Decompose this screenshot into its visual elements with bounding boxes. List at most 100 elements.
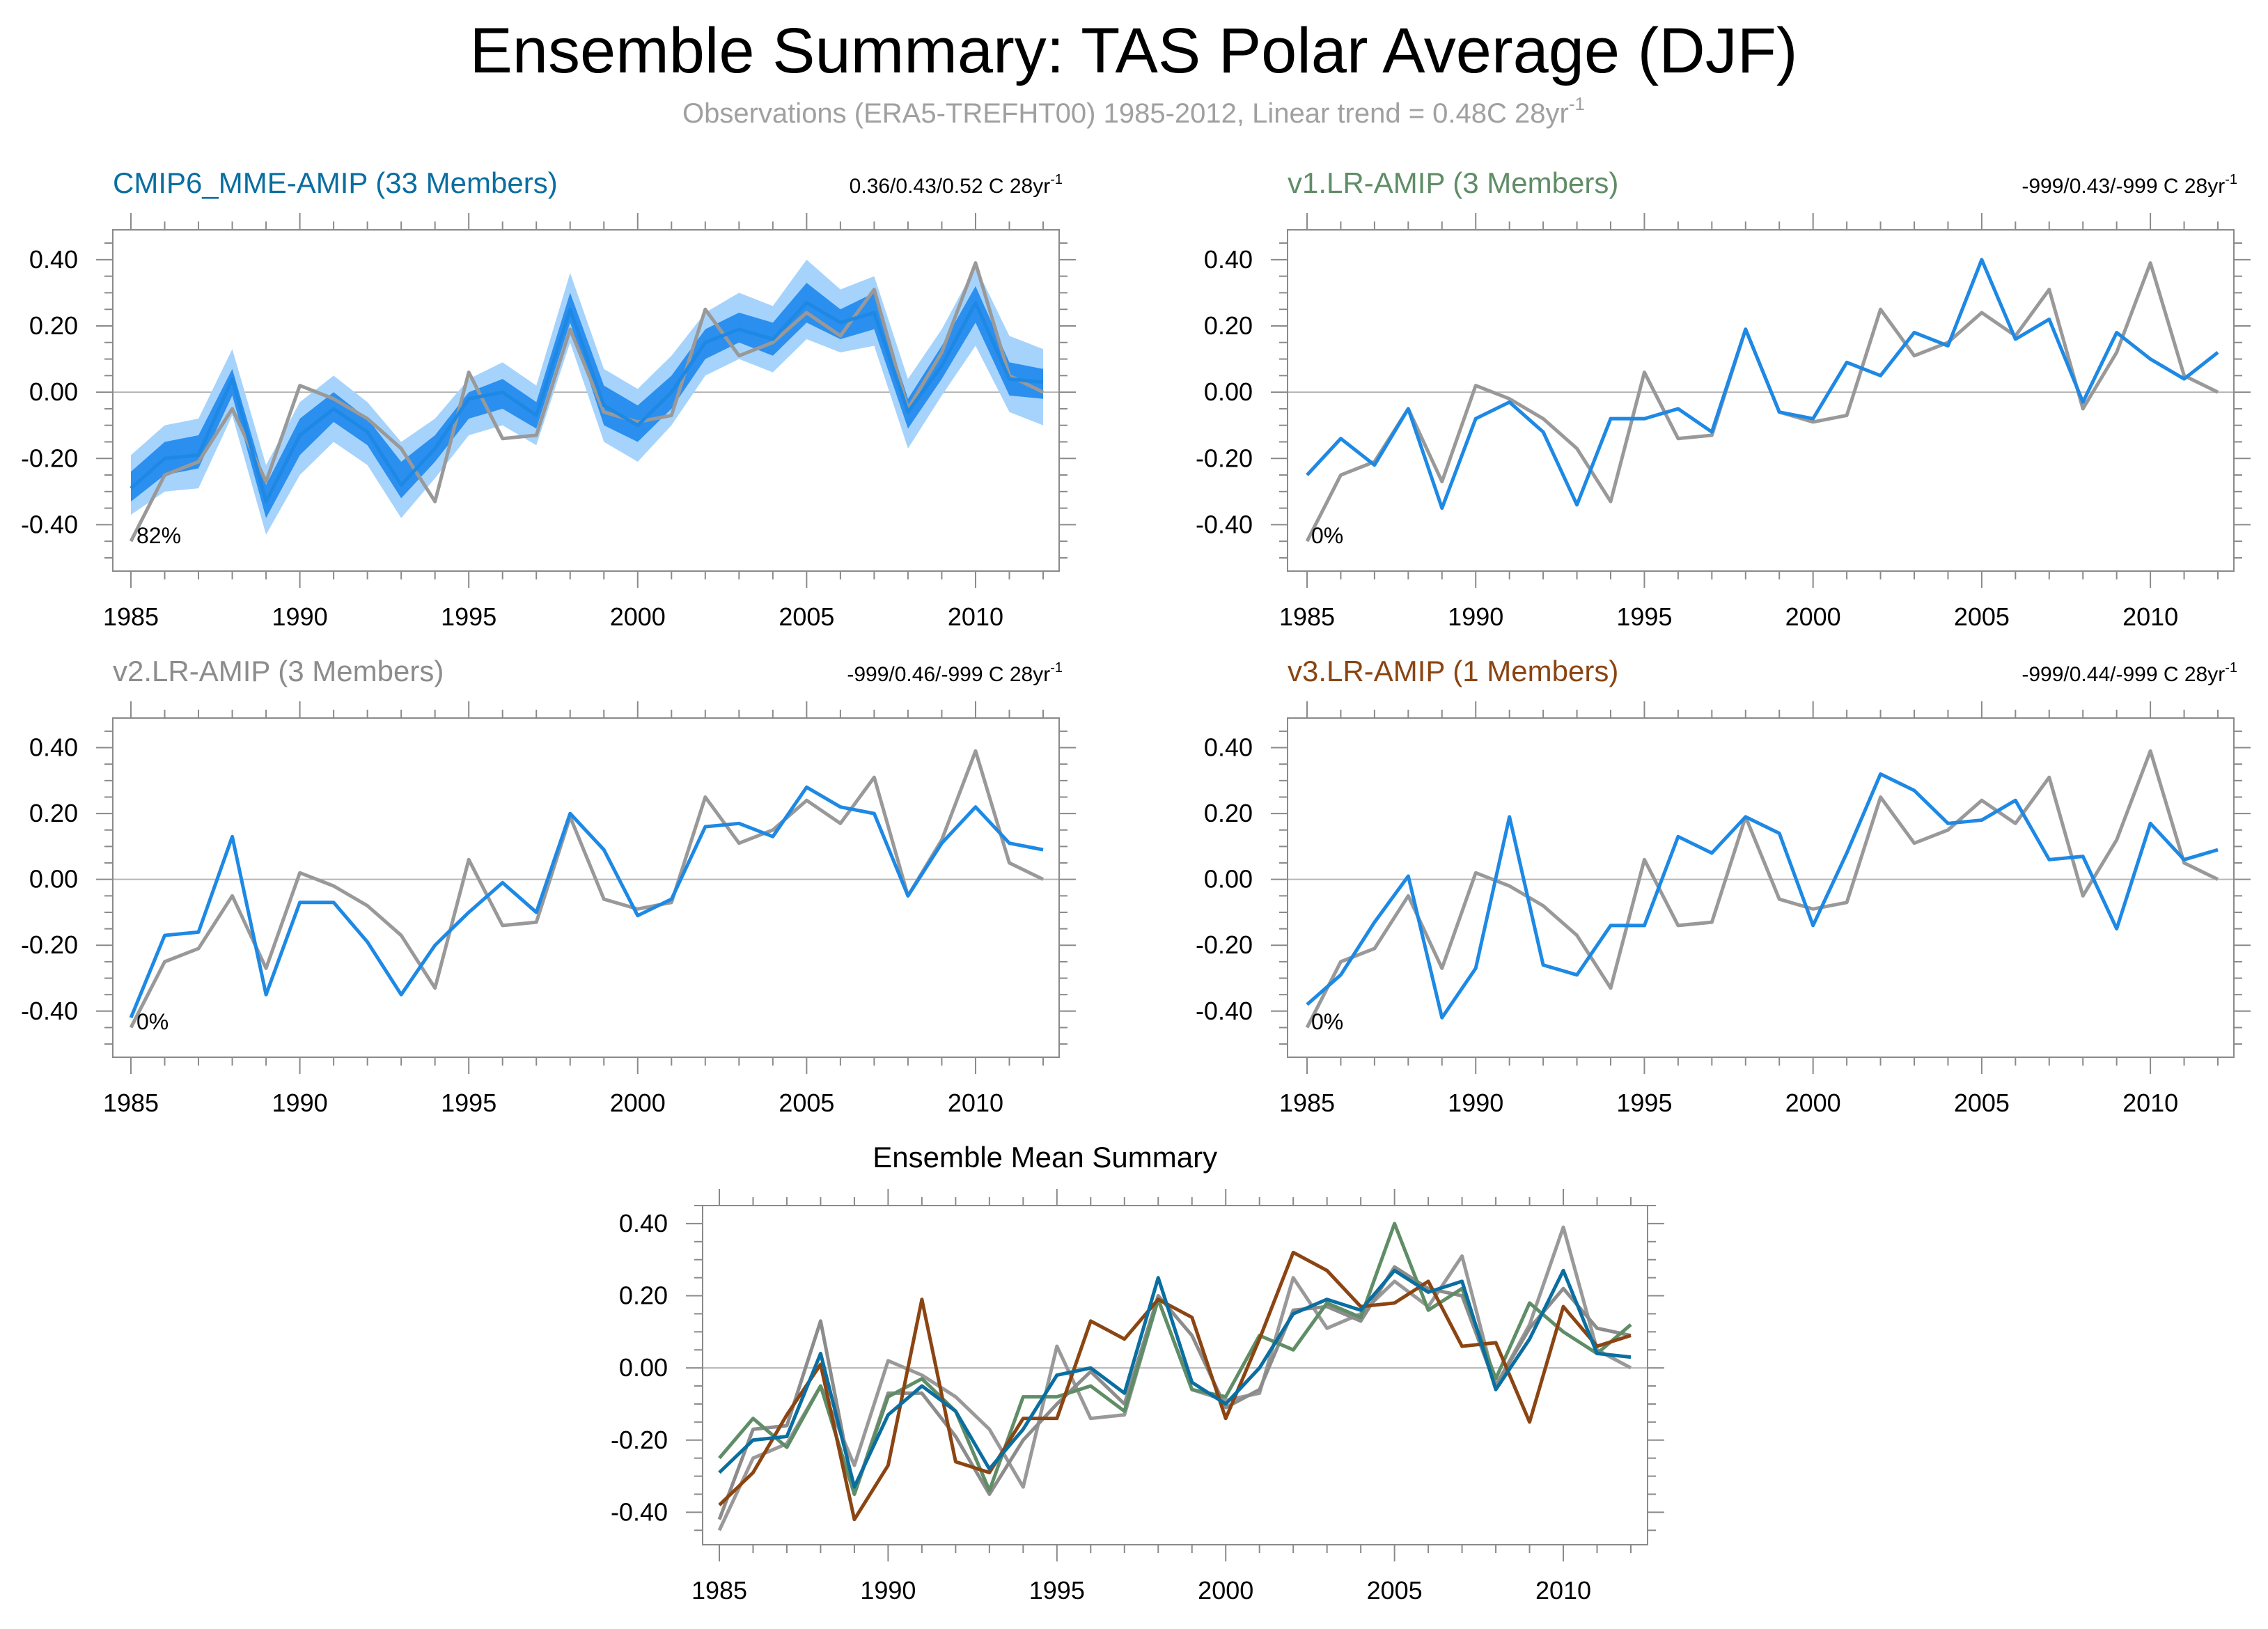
y-tick-label: 0.20 bbox=[29, 311, 78, 340]
x-tick-label: 2005 bbox=[1367, 1576, 1423, 1605]
trend-label: -999/0.43/-999 C 28yr-1 bbox=[2021, 172, 2237, 198]
x-tick-label: 1985 bbox=[103, 602, 159, 631]
y-tick-label: 0.40 bbox=[1204, 733, 1253, 762]
x-tick-label: 2005 bbox=[779, 1089, 834, 1117]
trend-text: -999/0.43/-999 C 28yr bbox=[2021, 175, 2225, 198]
x-tick-label: 1995 bbox=[1616, 1089, 1672, 1117]
percent-label: 0% bbox=[1311, 523, 1343, 548]
y-tick-label: 0.40 bbox=[29, 733, 78, 762]
y-tick-label: -0.40 bbox=[21, 997, 78, 1025]
trend-text: -999/0.44/-999 C 28yr bbox=[2021, 663, 2225, 686]
x-tick-label: 2000 bbox=[610, 1089, 666, 1117]
plot-frame bbox=[112, 717, 1060, 1058]
x-tick-label: 1985 bbox=[691, 1576, 747, 1605]
series-line bbox=[1306, 772, 2219, 1020]
y-tick-label: -0.20 bbox=[1196, 444, 1253, 472]
chart-panel: CMIP6_MME-AMIP (33 Members) 0.36/0.43/0.5… bbox=[21, 166, 1076, 631]
x-tick-label: 1990 bbox=[272, 1089, 328, 1117]
x-tick-label: 1990 bbox=[1448, 1089, 1503, 1117]
chart-panel: Ensemble Mean Summary 1985 1990 1995 2000 200… bbox=[611, 1141, 1664, 1605]
y-tick-label: -0.40 bbox=[1196, 997, 1253, 1025]
x-tick-label: 1985 bbox=[103, 1089, 159, 1117]
plot-frame bbox=[112, 229, 1060, 572]
y-tick-label: 0.40 bbox=[1204, 245, 1253, 274]
plot-frame bbox=[702, 1205, 1648, 1545]
trend-text: 0.36/0.43/0.52 C 28yr bbox=[850, 175, 1051, 198]
trend-label: 0.36/0.43/0.52 C 28yr-1 bbox=[850, 172, 1063, 198]
series-line bbox=[129, 261, 1045, 543]
x-tick-label: 2010 bbox=[948, 602, 1003, 631]
chart-panels: CMIP6_MME-AMIP (33 Members) 0.36/0.43/0.5… bbox=[21, 166, 2251, 1605]
panel-title: v1.LR-AMIP (3 Members) bbox=[1288, 166, 1618, 199]
plot-frame bbox=[1287, 717, 2235, 1058]
trend-superscript: -1 bbox=[1050, 172, 1063, 187]
chart-panel: v3.LR-AMIP (1 Members) -999/0.44/-999 C 2… bbox=[1196, 655, 2251, 1117]
spread-band-outer bbox=[131, 259, 1043, 535]
x-tick-label: 1990 bbox=[1448, 602, 1503, 631]
trend-superscript: -1 bbox=[2225, 660, 2237, 676]
trend-label: -999/0.46/-999 C 28yr-1 bbox=[847, 660, 1063, 686]
y-tick-label: 0.00 bbox=[1204, 377, 1253, 406]
panel-title: Ensemble Mean Summary bbox=[873, 1141, 1217, 1174]
chart-panel: v2.LR-AMIP (3 Members) -999/0.46/-999 C 2… bbox=[21, 655, 1076, 1117]
trend-superscript: -1 bbox=[1050, 660, 1063, 676]
y-tick-label: -0.20 bbox=[611, 1426, 668, 1454]
y-tick-label: -0.40 bbox=[611, 1497, 668, 1526]
x-tick-label: 2000 bbox=[1785, 1089, 1841, 1117]
x-tick-label: 2000 bbox=[1785, 602, 1841, 631]
chart-panel: v1.LR-AMIP (3 Members) -999/0.43/-999 C 2… bbox=[1196, 166, 2251, 631]
y-tick-label: -0.20 bbox=[21, 930, 78, 959]
x-tick-label: 1990 bbox=[272, 602, 328, 631]
subtitle-text: Observations (ERA5-TREFHT00) 1985-2012, … bbox=[682, 98, 1569, 129]
series-line bbox=[129, 749, 1045, 1029]
y-tick-label: 0.20 bbox=[619, 1281, 668, 1310]
percent-label: 0% bbox=[1311, 1009, 1343, 1034]
x-tick-label: 1990 bbox=[860, 1576, 916, 1605]
panel-title: v3.LR-AMIP (1 Members) bbox=[1288, 655, 1618, 687]
series-line bbox=[718, 1222, 1632, 1496]
y-tick-label: -0.20 bbox=[21, 444, 78, 472]
y-tick-label: 0.00 bbox=[1204, 865, 1253, 894]
y-tick-label: 0.40 bbox=[29, 245, 78, 274]
x-tick-label: 2010 bbox=[1535, 1576, 1591, 1605]
x-tick-label: 1995 bbox=[441, 1089, 496, 1117]
percent-label: 0% bbox=[136, 1009, 169, 1034]
y-tick-label: 0.00 bbox=[29, 377, 78, 406]
x-tick-label: 2005 bbox=[1954, 1089, 2010, 1117]
figure-title: Ensemble Summary: TAS Polar Average (DJF… bbox=[469, 15, 1797, 86]
x-tick-label: 1995 bbox=[1029, 1576, 1085, 1605]
trend-label: -999/0.44/-999 C 28yr-1 bbox=[2021, 660, 2237, 686]
y-tick-label: 0.40 bbox=[619, 1209, 668, 1238]
y-tick-label: -0.20 bbox=[1196, 930, 1253, 959]
x-tick-label: 1995 bbox=[441, 602, 496, 631]
x-tick-label: 2010 bbox=[948, 1089, 1003, 1117]
series-line bbox=[718, 1250, 1632, 1522]
figure-subtitle: Observations (ERA5-TREFHT00) 1985-2012, … bbox=[682, 93, 1585, 129]
y-tick-label: 0.00 bbox=[619, 1353, 668, 1382]
x-tick-label: 1985 bbox=[1279, 602, 1335, 631]
x-tick-label: 2000 bbox=[610, 602, 666, 631]
series-line bbox=[1306, 258, 2219, 510]
y-tick-label: 0.20 bbox=[1204, 799, 1253, 827]
x-tick-label: 1995 bbox=[1616, 602, 1672, 631]
series-line bbox=[1305, 749, 2219, 1029]
y-tick-label: -0.40 bbox=[1196, 510, 1253, 538]
subtitle-superscript: -1 bbox=[1569, 93, 1585, 114]
plot-frame bbox=[1287, 229, 2235, 572]
trend-superscript: -1 bbox=[2225, 172, 2237, 187]
panel-title: CMIP6_MME-AMIP (33 Members) bbox=[113, 166, 558, 199]
trend-text: -999/0.46/-999 C 28yr bbox=[847, 663, 1050, 686]
y-tick-label: 0.00 bbox=[29, 865, 78, 894]
series-line bbox=[130, 301, 1044, 504]
y-tick-label: 0.20 bbox=[1204, 311, 1253, 340]
percent-label: 82% bbox=[136, 523, 181, 548]
x-tick-label: 2010 bbox=[2122, 1089, 2178, 1117]
x-tick-label: 1985 bbox=[1279, 1089, 1335, 1117]
y-tick-label: -0.40 bbox=[21, 510, 78, 538]
x-tick-label: 2000 bbox=[1198, 1576, 1253, 1605]
series-line bbox=[129, 785, 1044, 1019]
x-tick-label: 2005 bbox=[779, 602, 834, 631]
x-tick-label: 2010 bbox=[2122, 602, 2178, 631]
panel-title: v2.LR-AMIP (3 Members) bbox=[113, 655, 444, 687]
